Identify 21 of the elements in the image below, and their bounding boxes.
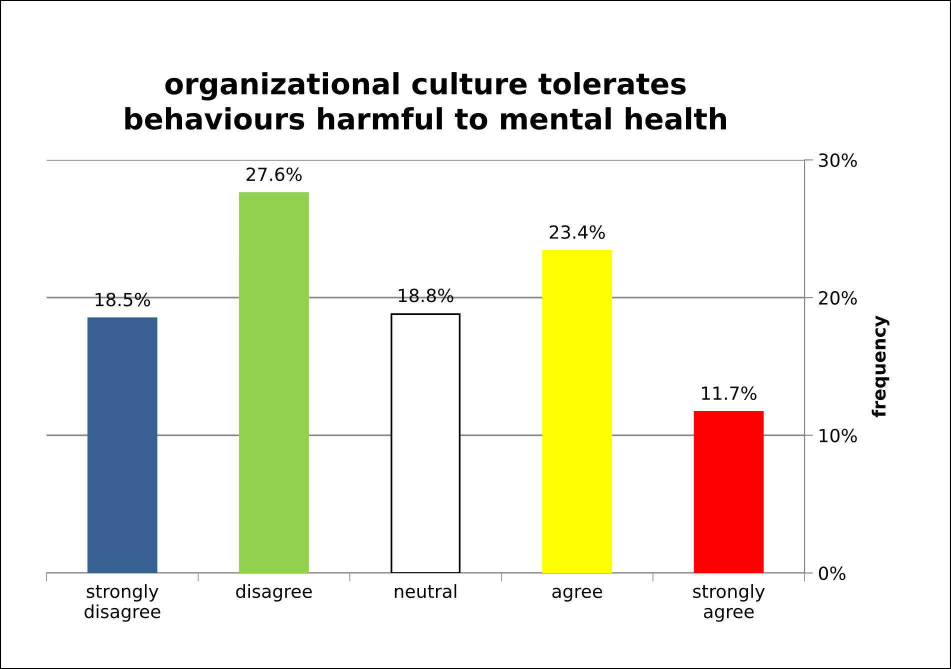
chart-title: organizational culture tolerates behaviours harmful to mental health xyxy=(125,72,726,130)
data-label: 27.6% xyxy=(246,167,302,182)
data-label: 11.7% xyxy=(702,386,756,400)
x-tick-label: neutral xyxy=(394,584,456,598)
data-label: 18.8% xyxy=(398,288,454,302)
x-tick-label: strongly disagree xyxy=(84,584,160,622)
bar xyxy=(390,313,461,573)
y-axis-title: frequency xyxy=(872,316,890,418)
bar xyxy=(542,250,612,573)
x-tick-label: disagree xyxy=(236,584,312,602)
y-tick-label: 20% xyxy=(819,291,857,305)
bar xyxy=(87,317,158,573)
y-tick-label: 10% xyxy=(820,428,857,442)
y-tick-label: 0% xyxy=(818,566,846,580)
x-tick-label: agree xyxy=(552,588,602,602)
bar xyxy=(694,411,764,573)
data-label: 18.5% xyxy=(96,292,150,306)
y-tick-label: 30% xyxy=(819,153,857,168)
data-label: 23.4% xyxy=(550,225,605,239)
bar xyxy=(239,192,309,573)
x-tick-label: strongly agree xyxy=(693,584,765,622)
